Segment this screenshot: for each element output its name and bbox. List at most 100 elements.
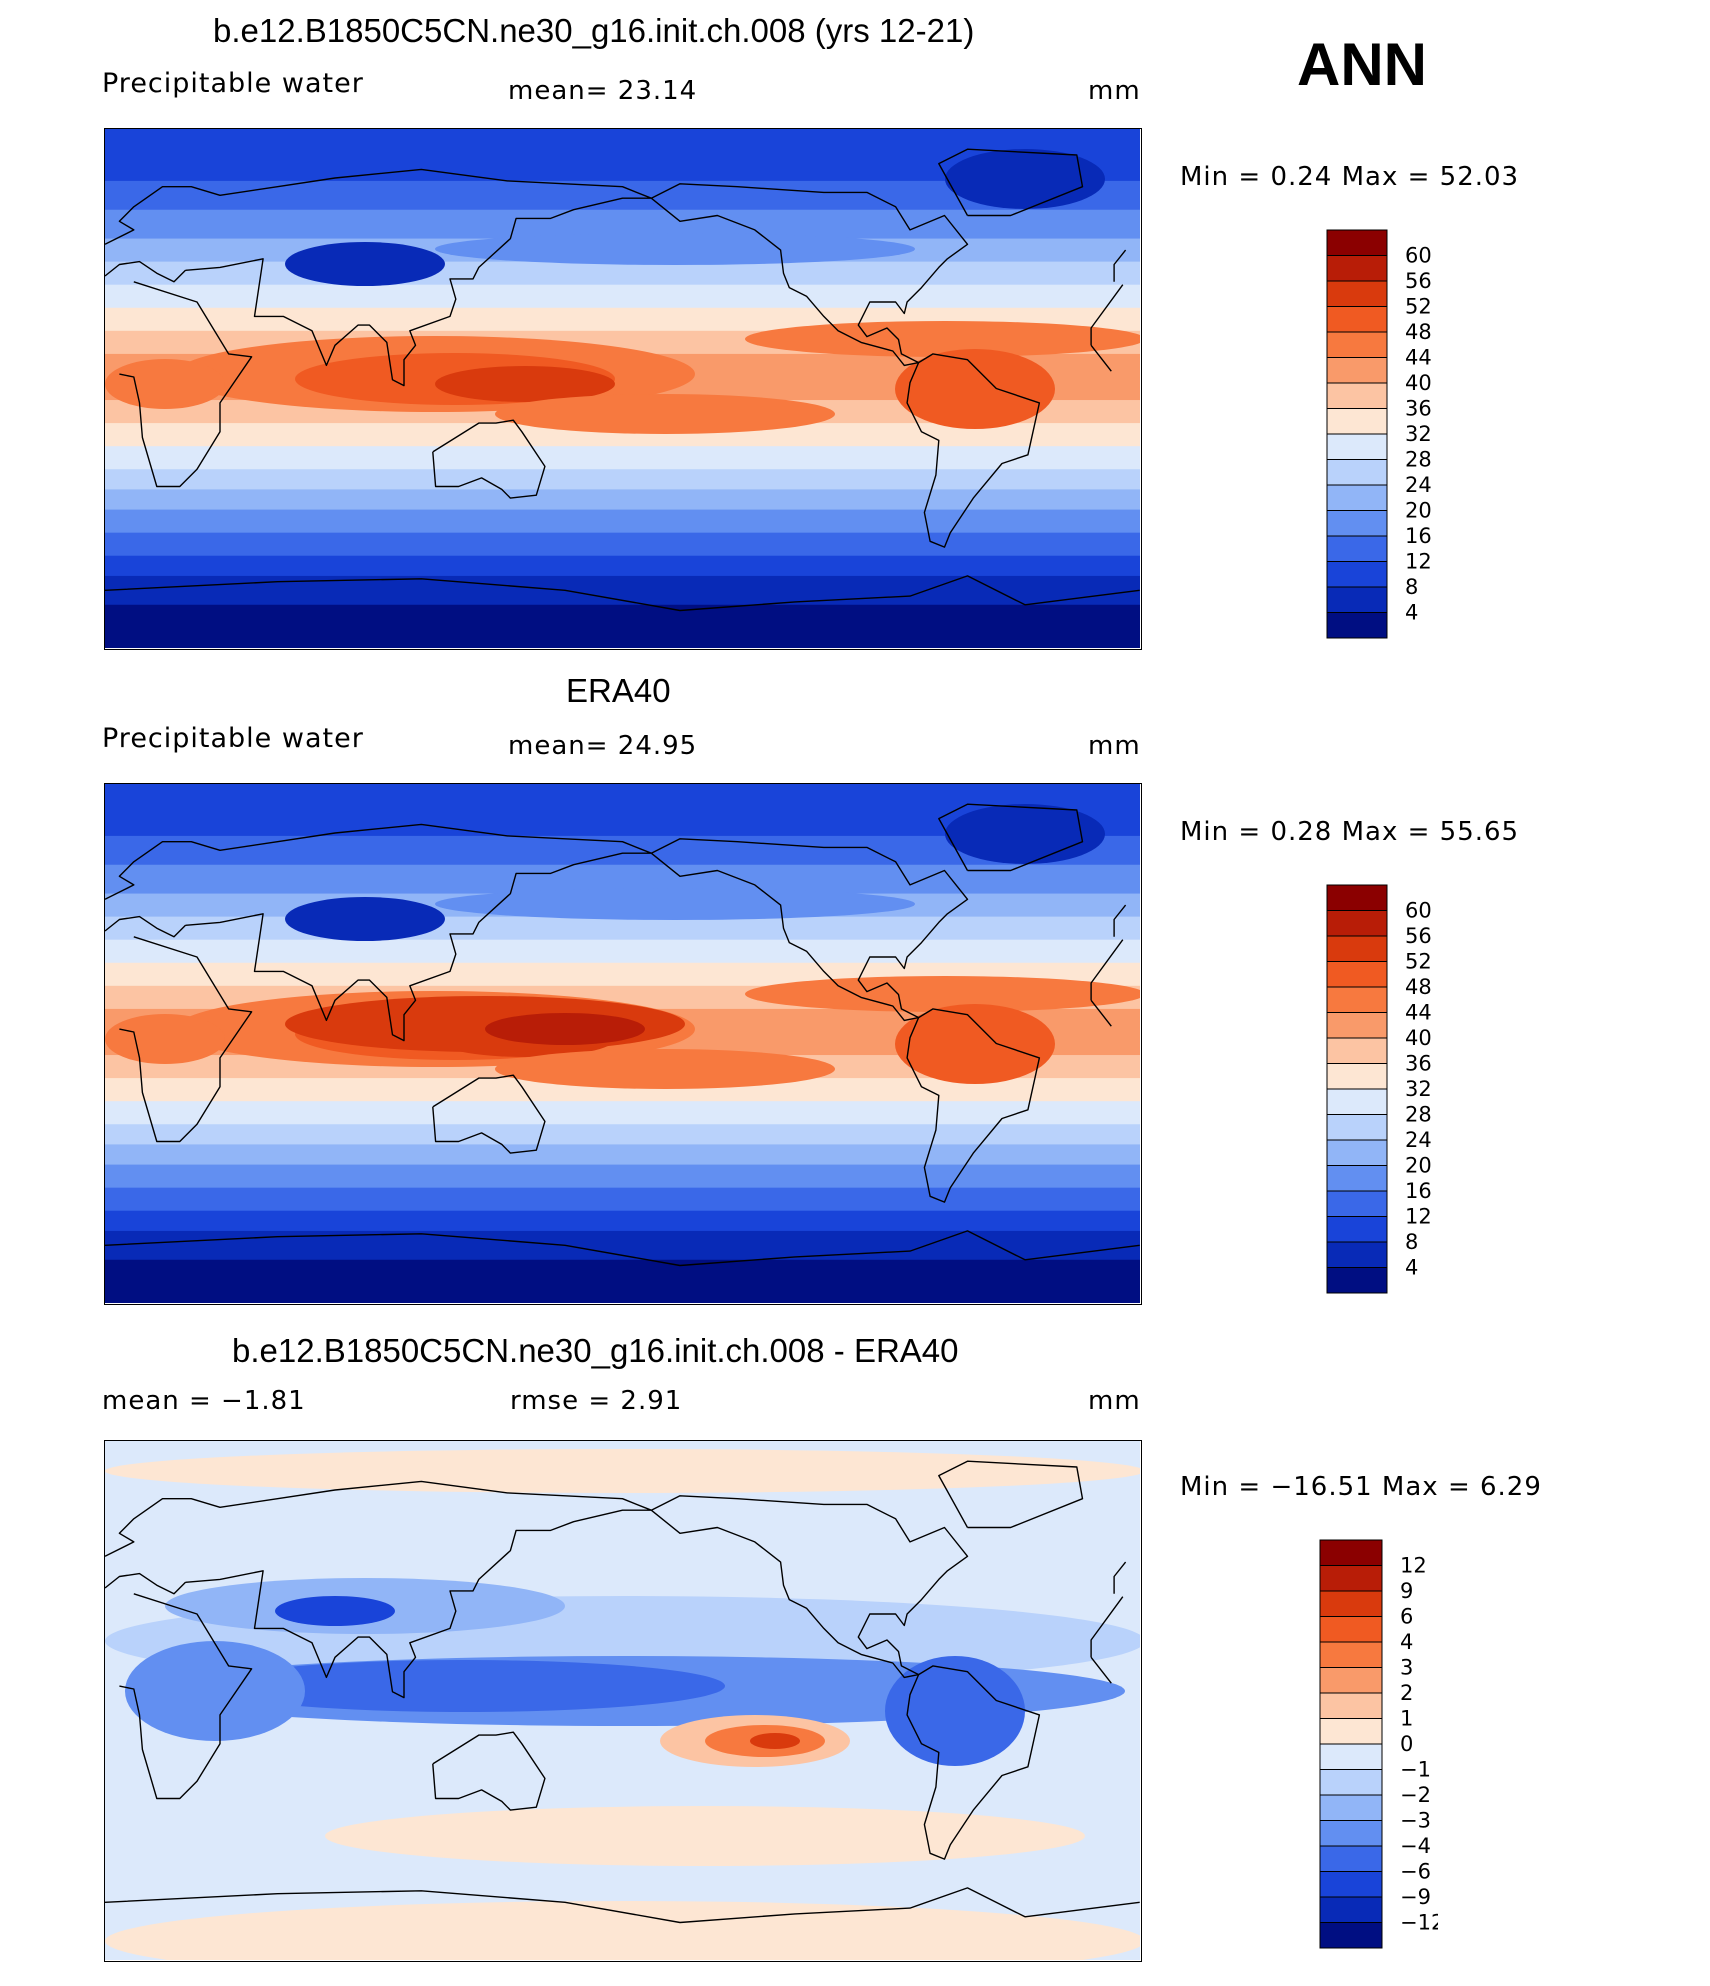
colorbar-tick-label: −6	[1400, 1860, 1431, 1884]
colorbar-swatch	[1326, 1165, 1388, 1192]
panel-2-variable-label: Precipitable water	[102, 723, 364, 754]
colorbar-swatch	[1326, 331, 1388, 358]
panel-2-map	[104, 783, 1142, 1305]
colorbar-tick-label: 16	[1405, 1179, 1432, 1203]
colorbar-tick-label: 0	[1400, 1732, 1413, 1756]
panel-1-variable-label: Precipitable water	[102, 68, 364, 99]
colorbar-swatch	[1319, 1667, 1383, 1694]
panel-1-units-label: mm	[1088, 76, 1141, 106]
colorbar-swatch	[1319, 1922, 1383, 1949]
panel-1-map	[104, 128, 1142, 650]
colorbar-tick-label: 60	[1405, 899, 1432, 923]
colorbar-swatch	[1326, 986, 1388, 1013]
colorbar-tick-label: 32	[1405, 422, 1432, 446]
colorbar-swatch	[1326, 561, 1388, 588]
colorbar-swatch	[1326, 1114, 1388, 1141]
colorbar-swatch	[1319, 1896, 1383, 1923]
panel-3-map	[104, 1440, 1142, 1962]
colorbar-swatch	[1319, 1565, 1383, 1592]
colorbar-tick-label: 48	[1405, 320, 1432, 344]
colorbar-tick-label: 28	[1405, 448, 1432, 472]
colorbar-tick-label: 36	[1405, 397, 1432, 421]
colorbar-tick-label: 6	[1400, 1605, 1413, 1629]
colorbar-tick-label: 36	[1405, 1052, 1432, 1076]
colorbar-swatch	[1319, 1616, 1383, 1643]
colorbar-tick-label: −2	[1400, 1783, 1431, 1807]
colorbar-swatch	[1326, 382, 1388, 409]
colorbar-tick-label: 32	[1405, 1077, 1432, 1101]
colorbar-swatch	[1319, 1641, 1383, 1668]
colorbar-swatch	[1326, 484, 1388, 511]
colorbar-tick-label: 28	[1405, 1103, 1432, 1127]
panel-3-title: b.e12.B1850C5CN.ne30_g16.init.ch.008 - E…	[232, 1332, 959, 1369]
panel-3-minmax-label: Min = −16.51 Max = 6.29	[1180, 1472, 1542, 1502]
colorbar-swatch	[1326, 935, 1388, 962]
colorbar-swatch	[1319, 1718, 1383, 1745]
colorbar-tick-label: 44	[1405, 346, 1432, 370]
colorbar-swatch	[1326, 1190, 1388, 1217]
colorbar-swatch	[1326, 357, 1388, 384]
colorbar-tick-label: 12	[1405, 550, 1432, 574]
panel-2-title: ERA40	[566, 672, 671, 709]
colorbar-tick-label: 56	[1405, 269, 1432, 293]
colorbar-tick-label: −12	[1400, 1911, 1438, 1935]
colorbar-swatch	[1326, 586, 1388, 613]
panel-1-minmax-label: Min = 0.24 Max = 52.03	[1180, 162, 1520, 192]
colorbar-tick-label: 40	[1405, 371, 1432, 395]
colorbar-tick-label: 12	[1400, 1554, 1427, 1578]
colorbar-tick-label: 20	[1405, 499, 1432, 523]
colorbar-tick-label: −9	[1400, 1885, 1431, 1909]
colorbar-tick-label: 48	[1405, 975, 1432, 999]
colorbar-swatch	[1319, 1590, 1383, 1617]
colorbar-swatch	[1326, 510, 1388, 537]
colorbar-swatch	[1326, 1267, 1388, 1294]
colorbar-swatch	[1326, 1139, 1388, 1166]
panel-1-mean-label: mean= 23.14	[508, 76, 698, 106]
colorbar-tick-label: 20	[1405, 1154, 1432, 1178]
season-label: ANN	[1297, 31, 1427, 98]
colorbar-swatch	[1326, 408, 1388, 435]
colorbar-tick-label: 44	[1405, 1001, 1432, 1025]
colorbar-tick-label: 52	[1405, 295, 1432, 319]
colorbar-tick-label: 8	[1405, 575, 1418, 599]
colorbar-tick-label: 4	[1405, 1256, 1418, 1280]
colorbar-swatch	[1319, 1743, 1383, 1770]
panel-3-units-label: mm	[1088, 1386, 1141, 1416]
colorbar-swatch	[1326, 1241, 1388, 1268]
colorbar-swatch	[1326, 910, 1388, 937]
colorbar-swatch	[1326, 1063, 1388, 1090]
colorbar-tick-label: 56	[1405, 924, 1432, 948]
colorbar-swatch	[1319, 1845, 1383, 1872]
colorbar-swatch	[1326, 229, 1388, 256]
colorbar-swatch	[1319, 1539, 1383, 1566]
colorbar-swatch	[1326, 884, 1388, 911]
colorbar-swatch	[1326, 459, 1388, 486]
colorbar-tick-label: 52	[1405, 950, 1432, 974]
colorbar-swatch	[1326, 612, 1388, 639]
colorbar-swatch	[1326, 1037, 1388, 1064]
panel-1-title: b.e12.B1850C5CN.ne30_g16.init.ch.008 (yr…	[213, 12, 975, 49]
colorbar-swatch	[1326, 535, 1388, 562]
colorbar-tick-label: 4	[1400, 1630, 1413, 1654]
panel-2-minmax-label: Min = 0.28 Max = 55.65	[1180, 817, 1520, 847]
colorbar-tick-label: 3	[1400, 1656, 1413, 1680]
colorbar-swatch	[1326, 1216, 1388, 1243]
colorbar-tick-label: 1	[1400, 1707, 1413, 1731]
colorbar-tick-label: −4	[1400, 1834, 1431, 1858]
panel-2-mean-label: mean= 24.95	[508, 731, 698, 761]
colorbar-swatch	[1326, 306, 1388, 333]
panel-3-mean-label: mean = −1.81	[102, 1386, 306, 1416]
colorbar-tick-label: 24	[1405, 1128, 1432, 1152]
colorbar-swatch	[1319, 1871, 1383, 1898]
colorbar-tick-label: 9	[1400, 1579, 1413, 1603]
colorbar-tick-label: 2	[1400, 1681, 1413, 1705]
colorbar-tick-label: 12	[1405, 1205, 1432, 1229]
colorbar-swatch	[1326, 961, 1388, 988]
colorbar-swatch	[1326, 255, 1388, 282]
panel-2-units-label: mm	[1088, 731, 1141, 761]
colorbar-swatch	[1326, 1012, 1388, 1039]
colorbar-swatch	[1326, 280, 1388, 307]
